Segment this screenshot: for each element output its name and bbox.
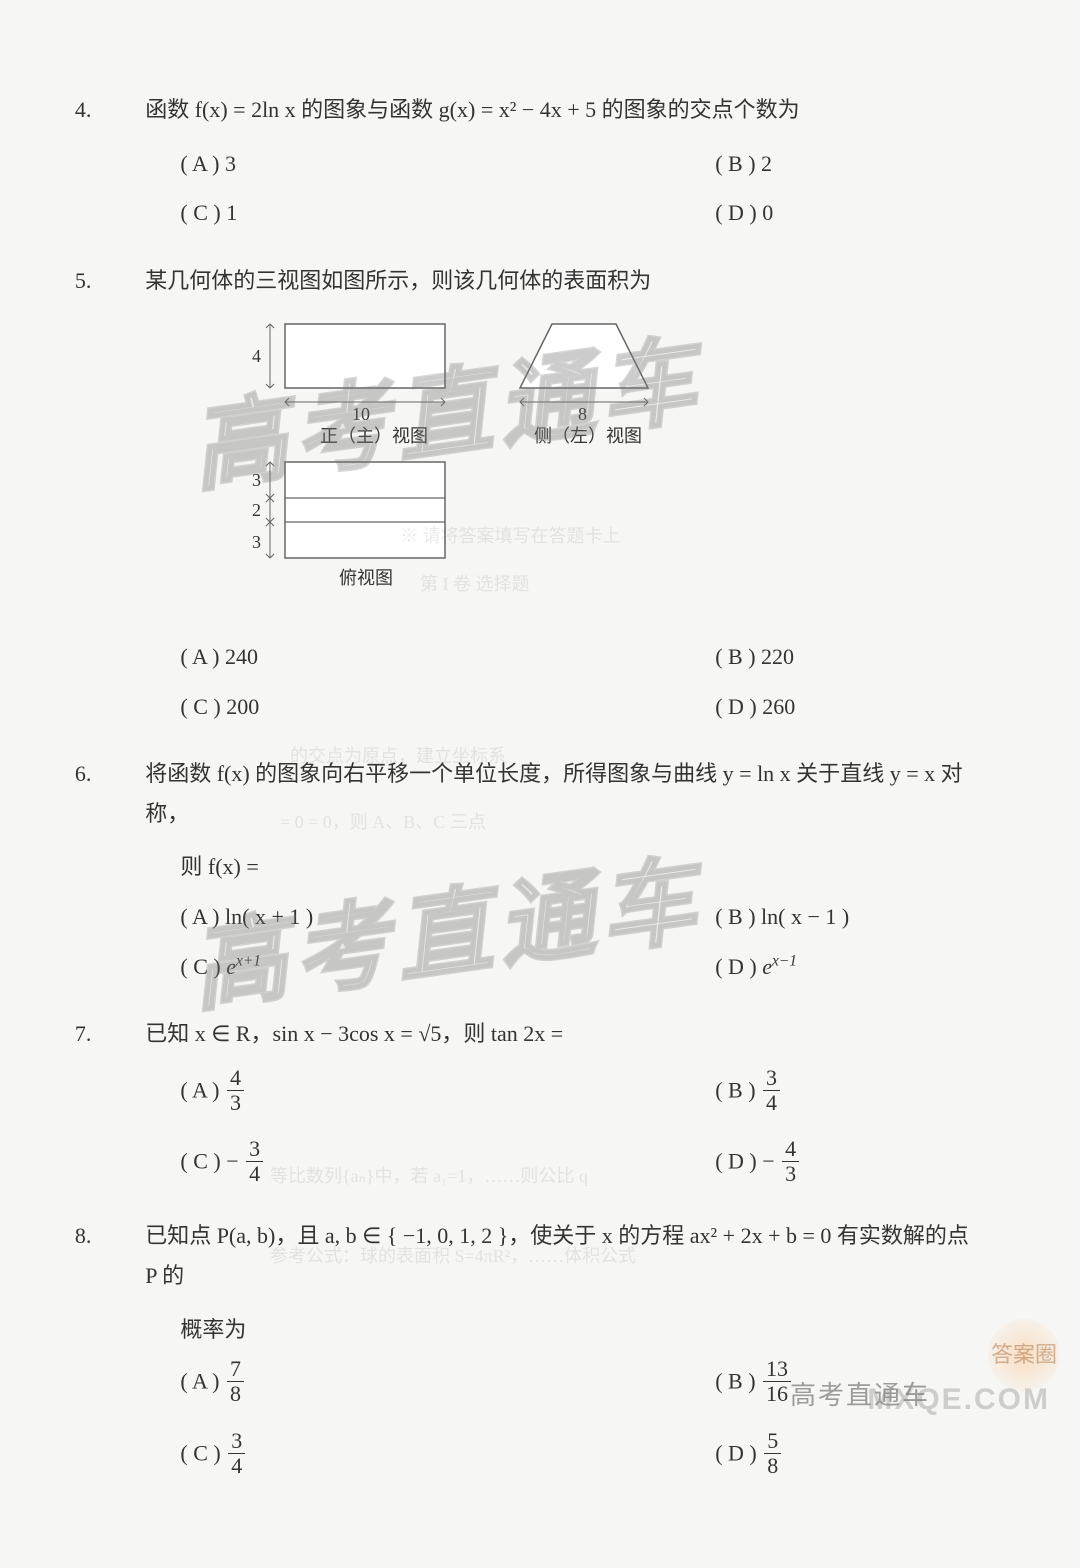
q6-opt-D: ( D ) ex−1 — [715, 947, 970, 987]
q8-stem2: 概率为 — [110, 1310, 970, 1350]
q6-opt-B: ( B ) ln( x − 1 ) — [715, 897, 970, 937]
side-trapezoid — [520, 324, 648, 388]
q8-C-num: 3 — [228, 1429, 245, 1454]
q8-B-num: 13 — [763, 1357, 791, 1382]
side-caption: 侧（左）视图 — [534, 426, 642, 446]
q7-A-num: 4 — [227, 1066, 244, 1091]
q8-opt-C: ( C ) 34 — [180, 1431, 435, 1480]
q7-C-den: 4 — [246, 1162, 263, 1186]
q7-D-pre: ( D ) − — [715, 1149, 780, 1174]
top-b: 2 — [252, 500, 261, 520]
q7-opt-D: ( D ) − 43 — [715, 1139, 970, 1188]
q6-options: ( A ) ln( x + 1 ) ( B ) ln( x − 1 ) ( C … — [110, 897, 970, 986]
q7-D-den: 3 — [782, 1162, 799, 1186]
q6-D-pre: ( D ) — [715, 954, 762, 979]
q8-B-pre: ( B ) — [715, 1369, 761, 1394]
q6-text: 将函数 f(x) 的图象向右平移一个单位长度，所得图象与曲线 y = ln x … — [145, 761, 962, 826]
question-6: 6.将函数 f(x) 的图象向右平移一个单位长度，所得图象与曲线 y = ln … — [110, 754, 970, 986]
q6-C-pre: ( C ) — [180, 954, 226, 979]
q5-stem: 5.某几何体的三视图如图所示，则该几何体的表面积为 — [110, 261, 970, 301]
q7-opt-A: ( A ) 43 — [180, 1068, 435, 1117]
q5-opt-B: ( B ) 220 — [715, 637, 970, 677]
q6-stem: 6.将函数 f(x) 的图象向右平移一个单位长度，所得图象与曲线 y = ln … — [110, 754, 970, 833]
question-5: 5.某几何体的三视图如图所示，则该几何体的表面积为 4 10 正（主） — [110, 261, 970, 726]
front-rect — [285, 324, 445, 388]
q4-stem: 4.函数 f(x) = 2ln x 的图象与函数 g(x) = x² − 4x … — [110, 90, 970, 130]
q7-C-pre: ( C ) − — [180, 1149, 244, 1174]
q8-C-pre: ( C ) — [180, 1440, 226, 1465]
q7-stem: 7.已知 x ∈ R，sin x − 3cos x = √5，则 tan 2x … — [110, 1014, 970, 1054]
question-4: 4.函数 f(x) = 2ln x 的图象与函数 g(x) = x² − 4x … — [110, 90, 970, 233]
three-view-svg: 4 10 正（主）视图 8 侧（左）视图 — [240, 314, 670, 604]
footer-url: MXQE.COM — [867, 1373, 1050, 1427]
q7-B-num: 3 — [763, 1066, 780, 1091]
front-view-group: 4 10 正（主）视图 — [252, 324, 445, 446]
q5-opt-D: ( D ) 260 — [715, 687, 970, 727]
question-7: 7.已知 x ∈ R，sin x − 3cos x = √5，则 tan 2x … — [110, 1014, 970, 1188]
q7-options: ( A ) 43 ( B ) 34 ( C ) − 34 ( D ) − 43 — [110, 1068, 970, 1189]
q7-text: 已知 x ∈ R，sin x − 3cos x = √5，则 tan 2x = — [145, 1021, 563, 1046]
q7-C-num: 3 — [246, 1137, 263, 1162]
q7-number: 7. — [110, 1014, 145, 1054]
q6-opt-A: ( A ) ln( x + 1 ) — [180, 897, 435, 937]
side-view-group: 8 侧（左）视图 — [520, 324, 648, 446]
q8-opt-A: ( A ) 78 — [180, 1359, 435, 1408]
q8-C-den: 4 — [228, 1454, 245, 1478]
q8-D-den: 8 — [764, 1454, 781, 1478]
front-w-label: 10 — [352, 404, 370, 424]
q5-opt-A: ( A ) 240 — [180, 637, 435, 677]
q4-text: 函数 f(x) = 2ln x 的图象与函数 g(x) = x² − 4x + … — [145, 97, 799, 122]
front-caption: 正（主）视图 — [320, 426, 428, 446]
q4-opt-D: ( D ) 0 — [715, 193, 970, 233]
q5-options: ( A ) 240 ( B ) 220 ( C ) 200 ( D ) 260 — [110, 637, 970, 726]
q8-A-den: 8 — [227, 1382, 244, 1406]
front-h-label: 4 — [252, 346, 261, 366]
q8-number: 8. — [110, 1216, 145, 1256]
q6-C-base: e — [226, 954, 236, 979]
q7-B-pre: ( B ) — [715, 1077, 761, 1102]
q5-opt-C: ( C ) 200 — [180, 687, 435, 727]
q6-C-sup: x+1 — [236, 952, 261, 969]
q4-opt-B: ( B ) 2 — [715, 144, 970, 184]
q4-number: 4. — [110, 90, 145, 130]
q8-D-pre: ( D ) — [715, 1440, 762, 1465]
question-8: 8.已知点 P(a, b)，且 a, b ∈ { −1, 0, 1, 2 }，使… — [110, 1216, 970, 1480]
q7-A-den: 3 — [227, 1091, 244, 1115]
top-outer — [285, 462, 445, 558]
q8-options: ( A ) 78 ( B ) 1316 ( C ) 34 ( D ) 58 — [110, 1359, 970, 1480]
q5-diagram: 4 10 正（主）视图 8 侧（左）视图 — [110, 314, 970, 617]
q7-A-pre: ( A ) — [180, 1077, 225, 1102]
q6-stem2: 则 f(x) = — [110, 847, 970, 887]
top-c: 3 — [252, 532, 261, 552]
q7-opt-C: ( C ) − 34 — [180, 1139, 435, 1188]
q6-D-sup: x−1 — [772, 952, 797, 969]
q8-B-den: 16 — [763, 1382, 791, 1406]
q6-D-base: e — [762, 954, 772, 979]
q8-opt-D: ( D ) 58 — [715, 1431, 970, 1480]
q5-text: 某几何体的三视图如图所示，则该几何体的表面积为 — [145, 268, 651, 293]
side-w-label: 8 — [578, 404, 587, 424]
q7-D-num: 4 — [782, 1137, 799, 1162]
q8-D-num: 5 — [764, 1429, 781, 1454]
q8-A-pre: ( A ) — [180, 1369, 225, 1394]
q8-text: 已知点 P(a, b)，且 a, b ∈ { −1, 0, 1, 2 }，使关于… — [145, 1223, 969, 1288]
q8-stem: 8.已知点 P(a, b)，且 a, b ∈ { −1, 0, 1, 2 }，使… — [110, 1216, 970, 1295]
q4-options: ( A ) 3 ( B ) 2 ( C ) 1 ( D ) 0 — [110, 144, 970, 233]
q4-opt-C: ( C ) 1 — [180, 193, 435, 233]
q7-B-den: 4 — [763, 1091, 780, 1115]
q6-opt-C: ( C ) ex+1 — [180, 947, 435, 987]
q4-opt-A: ( A ) 3 — [180, 144, 435, 184]
q7-opt-B: ( B ) 34 — [715, 1068, 970, 1117]
q5-number: 5. — [110, 261, 145, 301]
top-view-group: 3 2 3 俯视图 — [252, 462, 445, 588]
top-caption: 俯视图 — [339, 568, 393, 588]
q6-number: 6. — [110, 754, 145, 794]
exam-page: 4.函数 f(x) = 2ln x 的图象与函数 g(x) = x² − 4x … — [0, 0, 1080, 1568]
q8-A-num: 7 — [227, 1357, 244, 1382]
top-a: 3 — [252, 470, 261, 490]
